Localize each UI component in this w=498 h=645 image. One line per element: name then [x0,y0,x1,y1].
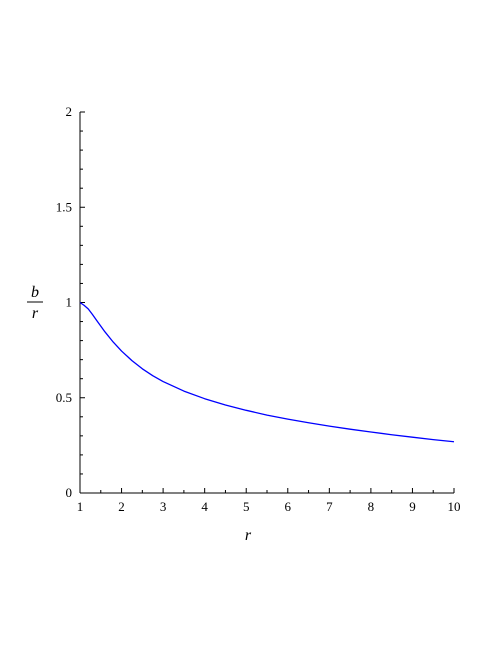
y-tick-label: 1.5 [56,199,72,214]
x-tick-label: 2 [118,499,125,514]
x-tick-label: 4 [201,499,208,514]
x-tick-label: 8 [368,499,375,514]
x-tick-label: 6 [285,499,292,514]
x-tick-label: 5 [243,499,250,514]
x-tick-label: 10 [448,499,461,514]
y-axis-label-numerator: b [31,284,39,301]
x-ticks: 1 2 3 4 5 6 7 8 9 10 [77,488,461,514]
y-axis-label: b r [27,284,43,322]
y-tick-label: 2 [66,104,73,119]
y-ticks: 0 0.5 1 1.5 2 [56,104,85,500]
x-tick-label: 9 [409,499,416,514]
x-tick-label: 1 [77,499,84,514]
y-axis-label-denominator: r [32,305,39,322]
x-tick-label: 7 [326,499,333,514]
series-layer [79,301,455,443]
series-line [79,301,455,443]
y-tick-label: 0.5 [56,390,72,405]
x-axis-label: r [245,527,252,544]
x-tick-label: 3 [160,499,167,514]
y-tick-label: 1 [66,295,73,310]
y-tick-label: 0 [66,485,73,500]
